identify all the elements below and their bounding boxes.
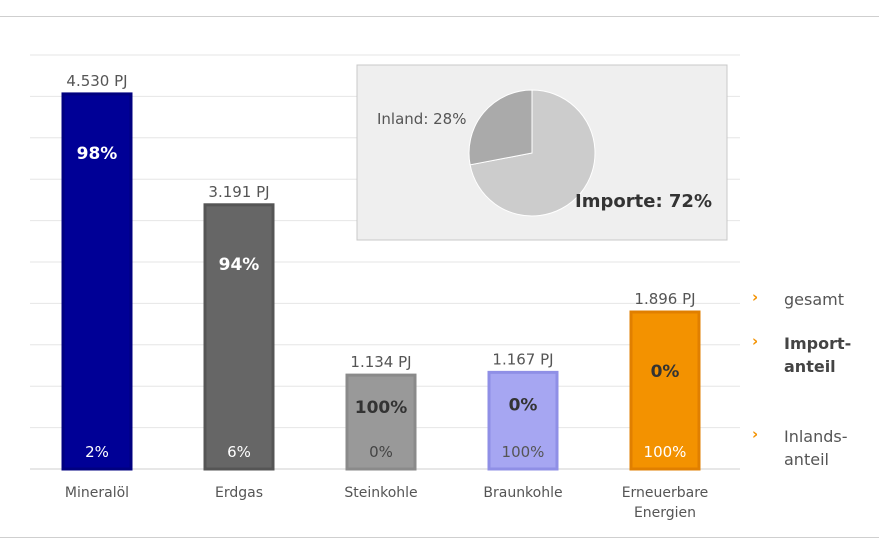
bottom-rule — [0, 537, 879, 538]
bars — [61, 92, 701, 471]
legend-label-importanteil: Import- anteil — [784, 334, 852, 376]
pie-label-importe: Importe: 72% — [575, 191, 712, 212]
bar-total-label: 1.896 PJ — [634, 290, 695, 308]
bar-total-label: 4.530 PJ — [66, 72, 127, 90]
bar-import-share-label: 94% — [219, 255, 260, 275]
bar-import-share-label: 100% — [355, 398, 408, 418]
top-rule — [0, 16, 879, 17]
bar — [61, 92, 133, 471]
category-tick-label: Steinkohle — [344, 485, 417, 501]
chevron-right-icon: › — [752, 425, 759, 443]
pie-label-inland: Inland: 28% — [377, 110, 466, 128]
bar-domestic-share-label: 2% — [85, 443, 109, 461]
bar — [629, 310, 701, 471]
legend-label-gesamt: gesamt — [784, 290, 844, 309]
category-tick-label: Erdgas — [215, 485, 263, 501]
bar — [345, 373, 417, 471]
bar-import-share-label: 0% — [651, 362, 680, 382]
inset-pie-panel: Importe: 72% Inland: 28% — [356, 64, 728, 241]
pie-slice — [469, 89, 596, 217]
bar-domestic-share-label: 100% — [502, 443, 545, 461]
legend-label-inlandsanteil: Inlands- anteil — [784, 427, 848, 469]
chevron-right-icon: › — [752, 288, 759, 306]
bar-domestic-share-label: 6% — [227, 443, 251, 461]
data-labels: 4.530 PJ 98% 2% Mineralöl 3.191 PJ 94% 6% Erdga… — [65, 72, 708, 521]
category-tick-label: Braunkohle — [483, 485, 562, 501]
bar-total-label: 1.134 PJ — [350, 353, 411, 371]
bar-total-label: 1.167 PJ — [492, 350, 553, 368]
bar-domestic-share-label: 0% — [369, 443, 393, 461]
chevron-right-icon: › — [752, 332, 759, 350]
bar-domestic-share-label: 100% — [644, 443, 687, 461]
category-tick-label: Energien — [634, 505, 696, 521]
bar-import-share-label: 0% — [509, 395, 538, 415]
bar-total-label: 3.191 PJ — [208, 183, 269, 201]
pie-slice — [468, 89, 533, 166]
category-tick-label: Mineralöl — [65, 485, 129, 501]
category-tick-label: Erneuerbare — [622, 485, 709, 501]
bar — [203, 203, 275, 471]
bar — [487, 370, 559, 471]
bar-import-share-label: 98% — [77, 144, 118, 164]
